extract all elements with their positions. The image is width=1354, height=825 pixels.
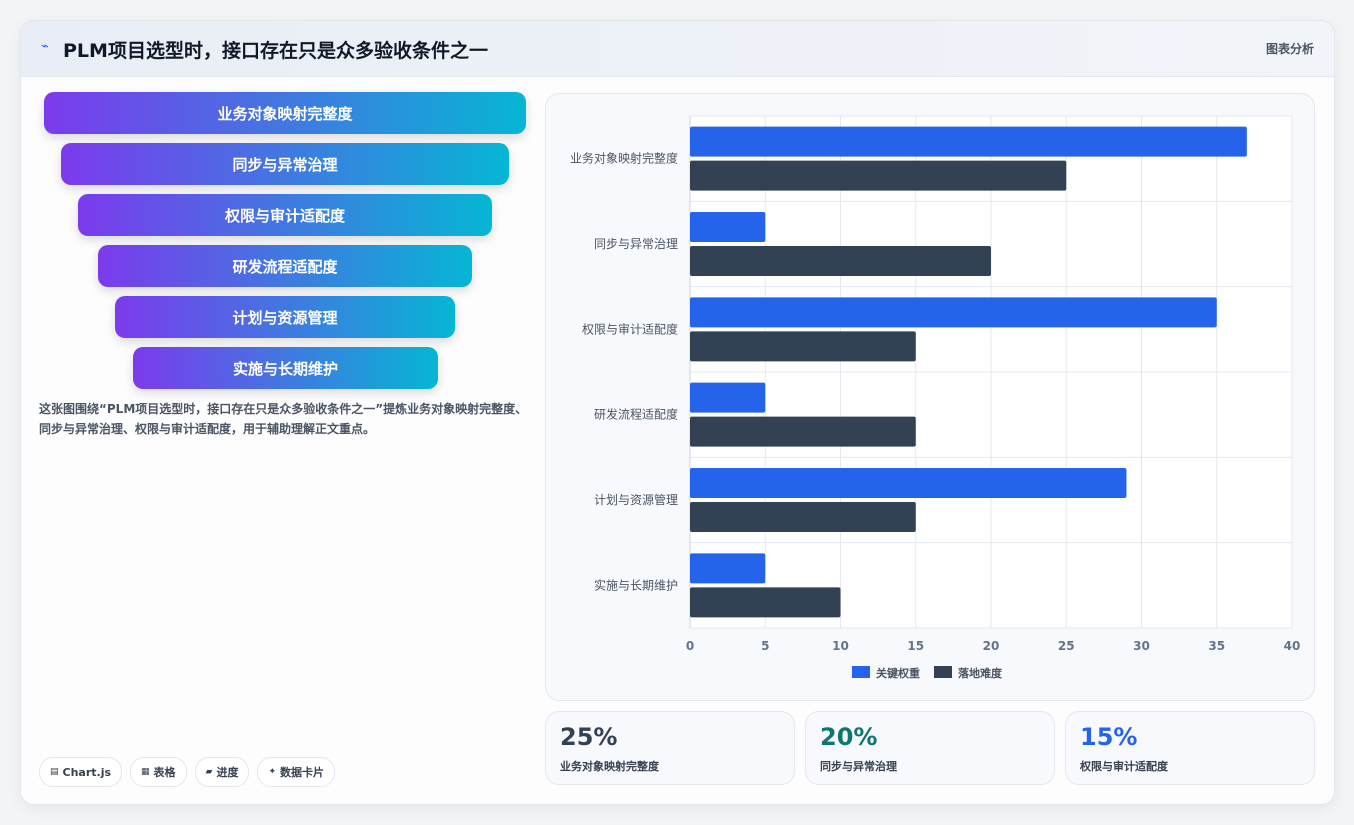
chip-1[interactable]: ▤ Chart.js: [39, 757, 123, 787]
bar: [690, 160, 1067, 191]
chip-row: ▤ Chart.js ▦ 表格 ▰ 进度 ✦ 数据卡片: [39, 757, 336, 787]
pulse-icon: ⌁: [41, 39, 49, 54]
x-tick-label: 35: [1208, 639, 1225, 653]
bar: [690, 246, 991, 276]
description-text: 这张图围绕“PLM项目选型时，接口存在只是众多验收条件之一”提炼业务对象映射完整…: [39, 402, 528, 436]
chip-label: Chart.js: [62, 765, 112, 779]
stat-card-1: 25% 业务对象映射完整度: [545, 711, 795, 785]
y-tick-label: 研发流程适配度: [594, 407, 678, 422]
bar: [690, 212, 766, 242]
legend-label: 落地难度: [958, 666, 1003, 680]
progress-icon: ▰: [205, 767, 213, 777]
stat-value-2: 20%: [820, 723, 878, 751]
funnel-step: 业务对象映射完整度: [44, 92, 526, 134]
stat-card-3: 15% 权限与审计适配度: [1065, 711, 1315, 785]
funnel-step: 计划与资源管理: [115, 296, 455, 338]
x-tick-label: 25: [1058, 639, 1075, 653]
bar: [690, 502, 916, 532]
x-tick-label: 40: [1284, 639, 1301, 653]
chart-icon: ▤: [50, 767, 59, 777]
stat-label-2: 同步与异常治理: [820, 760, 897, 773]
sparkle-icon: ✦: [268, 767, 277, 777]
stat-card-2: 20% 同步与异常治理: [805, 711, 1055, 785]
x-tick-label: 5: [761, 639, 769, 653]
x-tick-label: 0: [686, 639, 694, 653]
bar: [690, 553, 766, 584]
y-tick-label: 权限与审计适配度: [582, 321, 678, 336]
bar-chart: 0 5 10 15 20 25 30 35 40 业务对象映射完整度同步与异常治理权限与审计适配度…: [570, 115, 1301, 680]
x-tick-label: 20: [983, 639, 1000, 653]
bar: [690, 468, 1127, 498]
funnel-step: 权限与审计适配度: [78, 194, 492, 236]
bar: [690, 331, 916, 362]
chip-label: 数据卡片: [280, 766, 325, 779]
x-tick-label: 10: [832, 639, 849, 653]
y-tick-label: 业务对象映射完整度: [570, 151, 678, 166]
header-bar: ⌁ PLM项目选型时，接口存在只是众多验收条件之一 图表分析: [21, 21, 1334, 77]
page-title: PLM项目选型时，接口存在只是众多验收条件之一: [63, 40, 488, 62]
y-tick-label: 实施与长期维护: [594, 577, 678, 592]
bar: [690, 587, 841, 618]
chip-2[interactable]: ▦ 表格: [130, 757, 187, 787]
bar: [690, 382, 766, 413]
main-card: ⌁ PLM项目选型时，接口存在只是众多验收条件之一 图表分析 业务对象映射完整度…: [20, 20, 1335, 805]
stat-value-3: 15%: [1080, 723, 1138, 751]
stat-label-1: 业务对象映射完整度: [560, 760, 659, 773]
funnel-step: 实施与长期维护: [133, 347, 438, 389]
bar: [690, 126, 1247, 157]
funnel-step: 研发流程适配度: [98, 245, 472, 287]
legend-label: 关键权重: [876, 666, 920, 680]
stat-value-1: 25%: [560, 723, 618, 751]
chip-label: 进度: [216, 766, 239, 779]
chart-panel: 0 5 10 15 20 25 30 35 40 业务对象映射完整度同步与异常治理权限与审计适配度…: [545, 93, 1315, 701]
bar: [690, 416, 916, 447]
legend-swatch: [934, 666, 952, 678]
x-tick-label: 30: [1133, 639, 1150, 653]
chip-3[interactable]: ▰ 进度: [194, 757, 250, 787]
x-tick-label: 15: [907, 639, 924, 653]
chip-label: 表格: [153, 766, 176, 779]
y-tick-label: 计划与资源管理: [594, 492, 678, 507]
funnel-step: 同步与异常治理: [61, 143, 509, 185]
legend-swatch: [852, 666, 870, 678]
chip-4[interactable]: ✦ 数据卡片: [257, 757, 336, 787]
stat-label-3: 权限与审计适配度: [1080, 760, 1168, 773]
bar: [690, 297, 1217, 328]
chart-analysis-label: 图表分析: [1265, 42, 1314, 56]
y-tick-label: 同步与异常治理: [594, 237, 678, 251]
table-icon: ▦: [141, 767, 150, 777]
